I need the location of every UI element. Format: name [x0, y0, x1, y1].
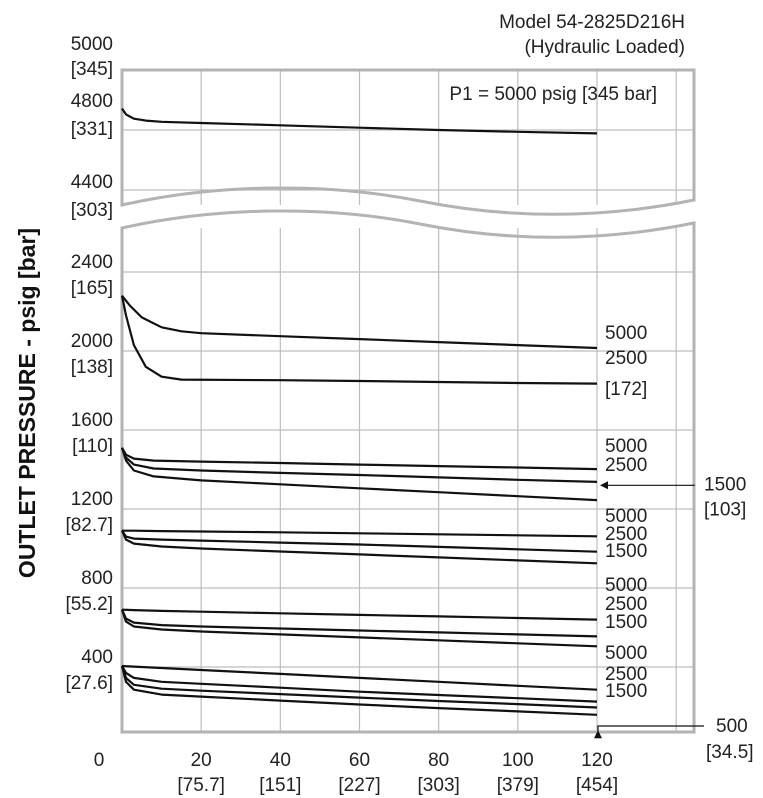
x-tick-label: 120	[581, 750, 613, 771]
annotation-layer: 5000[345]4800[331]4400[303]2400[165]2000…	[65, 34, 753, 796]
series-end-label: 1500	[605, 681, 647, 702]
series-end-label: 1500	[605, 541, 647, 562]
y-tick-label: 800	[81, 568, 113, 589]
callout-1500-bar: [103]	[704, 499, 746, 520]
y-tick-label: 5000	[71, 34, 113, 55]
series-line-5	[120, 447, 598, 502]
x-tick-label: 80	[428, 750, 449, 771]
x-tick-label: 0	[94, 750, 105, 771]
series-line-8	[120, 530, 598, 565]
series-line-13	[121, 665, 598, 703]
x-tick-label: [454]	[576, 775, 618, 796]
x-tick-label: [227]	[338, 775, 380, 796]
chart-subtitle: (Hydraulic Loaded)	[524, 37, 685, 58]
x-tick-label: 40	[270, 750, 291, 771]
series-end-label: 5000	[605, 575, 647, 596]
series-line-0	[121, 107, 598, 135]
series-end-label: 2500	[605, 348, 647, 369]
series-end-label: 2500	[605, 594, 647, 615]
x-tick-label: 60	[349, 750, 370, 771]
grid-layer	[122, 70, 694, 732]
upper-panel-frame	[120, 68, 696, 216]
series-line-9	[121, 608, 598, 621]
series-line-11	[120, 609, 598, 648]
series-end-label: 1500	[605, 612, 647, 633]
y-tick-label: 1200	[71, 489, 113, 510]
series-end-label: 5000	[605, 323, 647, 344]
series-line-2	[120, 295, 598, 385]
series-line-1	[121, 295, 598, 350]
series-label-p1: P1 = 5000 psig [345 bar]	[449, 84, 657, 105]
series-end-label: 5000	[605, 506, 647, 527]
y-tick-label: [110]	[72, 436, 113, 457]
series-end-label: [172]	[605, 379, 647, 400]
series-end-label: 2500	[605, 664, 647, 685]
series-line-3	[121, 447, 598, 471]
callout-1500-value: 1500	[704, 474, 746, 495]
y-tick-label: 1600	[71, 410, 113, 431]
x-tick-label: [303]	[418, 775, 460, 796]
arrowhead-icon	[594, 730, 602, 739]
y-tick-label: 400	[81, 647, 113, 668]
y-tick-label: 4800	[71, 91, 113, 112]
series-line-15	[120, 665, 598, 716]
series-line-14	[120, 665, 598, 709]
y-tick-label: [138]	[71, 357, 113, 378]
y-tick-label: [82.7]	[65, 515, 113, 536]
y-tick-label: [303]	[71, 200, 113, 221]
x-tick-label: 20	[191, 750, 212, 771]
callout-500-value: 500	[716, 716, 748, 737]
series-line-10	[120, 609, 598, 638]
x-tick-label: 100	[502, 750, 534, 771]
series-end-label: 2500	[605, 455, 647, 476]
y-tick-label: 2400	[71, 252, 113, 273]
x-tick-label: [379]	[497, 775, 539, 796]
y-tick-label: 2000	[71, 331, 113, 352]
series-end-label: 2500	[605, 524, 647, 545]
y-tick-label: [345]	[71, 59, 113, 80]
y-tick-label: [331]	[71, 119, 113, 140]
x-tick-label: [75.7]	[177, 775, 225, 796]
series-end-label: 5000	[605, 436, 647, 457]
callout-500-bar: [34.5]	[706, 742, 754, 763]
arrowhead-icon	[600, 481, 608, 490]
y-tick-label: 4400	[71, 172, 113, 193]
y-tick-label: [55.2]	[65, 594, 113, 615]
x-tick-label: [151]	[259, 775, 301, 796]
y-tick-label: [165]	[71, 278, 113, 299]
series-line-6	[122, 529, 598, 538]
lower-panel-frame	[120, 209, 696, 734]
series-layer	[120, 107, 598, 716]
series-end-label: 5000	[605, 643, 647, 664]
series-line-7	[121, 530, 598, 553]
plot-frame	[120, 68, 696, 734]
y-axis-label: OUTLET PRESSURE - psig [bar]	[14, 228, 40, 578]
y-tick-label: [27.6]	[65, 673, 113, 694]
series-line-12	[121, 664, 598, 691]
chart-title: Model 54-2825D216H	[499, 12, 685, 33]
series-line-4	[120, 447, 598, 483]
